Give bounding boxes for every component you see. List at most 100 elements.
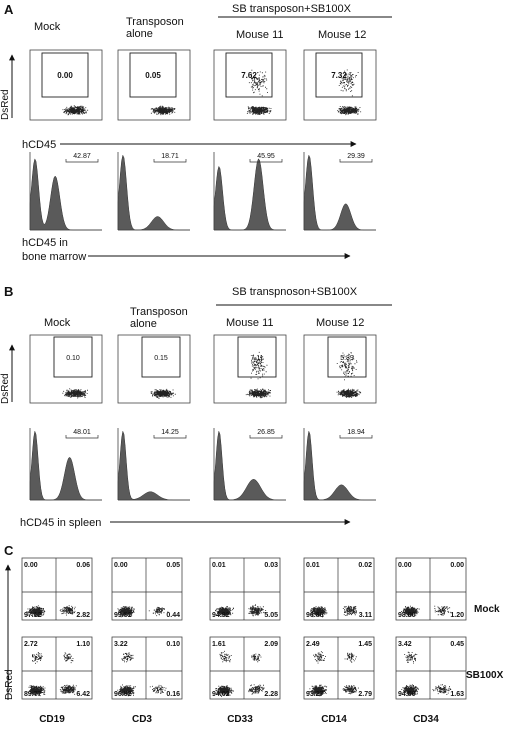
histogram-gate-bracket <box>249 159 283 163</box>
quadrant-plot-1-2: 0.00 0.05 99.51 0.44 <box>111 557 183 621</box>
event-dots <box>337 106 362 116</box>
dotplot-frame <box>213 334 287 404</box>
event-dots <box>117 684 136 697</box>
quadrant-plot-2-3: 1.61 2.09 94.02 2.28 <box>209 636 281 700</box>
histogram-4: 18.94 <box>303 428 376 501</box>
quadrant-ur-value: 0.03 <box>264 562 278 569</box>
histogram-fill <box>303 154 376 231</box>
event-dots <box>401 684 419 697</box>
event-dots <box>150 105 176 116</box>
quadrant-ur-value: 0.10 <box>166 641 180 648</box>
event-dots <box>251 653 262 663</box>
histogram-gate-value: 18.71 <box>161 153 179 160</box>
marker-label-cd14: CD14 <box>321 714 347 725</box>
quadrant-lr-value: 0.44 <box>166 612 180 619</box>
histogram-gate-value: 26.85 <box>257 429 275 436</box>
histogram-gate-bracket <box>153 159 187 163</box>
quadrant-frame <box>111 557 183 621</box>
event-dots <box>250 351 268 380</box>
quadrant-ul-value: 0.00 <box>24 562 38 569</box>
event-dots <box>313 651 326 664</box>
quadrant-frame <box>209 636 281 700</box>
gate-box <box>237 336 277 378</box>
quadrant-ul-value: 1.61 <box>212 641 226 648</box>
histogram-gate-bracket <box>65 159 99 163</box>
dotplot-2: 0.15 <box>117 334 191 404</box>
event-dots <box>26 605 46 617</box>
dotplot-frame <box>303 49 377 121</box>
event-dots <box>63 652 74 664</box>
quadrant-ll-value: 96.86 <box>306 612 324 619</box>
marker-label-cd33: CD33 <box>227 714 253 725</box>
dotplot-frame <box>29 334 103 404</box>
histogram-gate-value: 45.95 <box>257 153 275 160</box>
gate-box <box>327 336 367 378</box>
event-dots <box>121 652 134 663</box>
panel-a-dotplots: 0.00 0.05 7.62 7.32 <box>29 49 377 121</box>
quadrant-ul-value: 0.00 <box>398 562 412 569</box>
event-dots <box>432 684 452 695</box>
quadrant-ul-value: 2.49 <box>306 641 320 648</box>
dotplot-frame <box>303 334 377 404</box>
quadrant-ll-value: 94.92 <box>212 612 230 619</box>
dotplot-3: 7.62 <box>213 49 287 121</box>
histogram-gate-bracket <box>153 435 187 439</box>
panel-b-dotplots: 0.10 0.15 7.11 5.89 <box>29 334 377 404</box>
histogram-3: 45.95 <box>213 152 286 231</box>
event-dots <box>336 388 362 398</box>
histogram-fill <box>213 430 286 501</box>
quadrant-lr-value: 1.20 <box>450 612 464 619</box>
panel-a-col-mouse11: Mouse 11 <box>236 29 284 41</box>
quadrant-ur-value: 0.05 <box>166 562 180 569</box>
histogram-1: 48.01 <box>29 428 102 501</box>
event-dots <box>434 605 451 616</box>
quadrant-ur-value: 1.10 <box>76 641 90 648</box>
panel-b-col-transposon-1: Transposon <box>130 306 188 318</box>
event-dots <box>27 685 46 697</box>
gate-value: 0.15 <box>154 355 168 362</box>
quadrant-ul-value: 3.42 <box>398 641 412 648</box>
quadrant-ul-value: 0.00 <box>114 562 128 569</box>
quadrant-ur-value: 2.09 <box>264 641 278 648</box>
histogram-gate-value: 14.25 <box>161 429 179 436</box>
panel-a-group-label: SB transposon+SB100X <box>232 3 352 15</box>
gate-box <box>225 52 273 98</box>
quadrant-frame <box>303 636 375 700</box>
gate-value: 0.05 <box>145 71 161 80</box>
panel-b-histograms: 48.01 14.25 26.85 18.94 <box>29 428 376 501</box>
gate-box <box>129 52 177 98</box>
quadrant-frame <box>111 636 183 700</box>
quadrant-lr-value: 2.82 <box>76 612 90 619</box>
event-dots <box>215 685 234 697</box>
dotplot-frame <box>29 49 103 121</box>
panel-b-col-transposon-2: alone <box>130 318 157 330</box>
quadrant-frame <box>395 557 467 621</box>
panel-c-marker-labels: CD19 CD3 CD33 CD14 CD34 <box>39 714 439 725</box>
quadrant-ll-value: 98.80 <box>398 612 416 619</box>
quadrant-lr-value: 1.63 <box>450 691 464 698</box>
dotplot-4: 5.89 <box>303 334 377 404</box>
histogram-gate-value: 29.39 <box>347 153 365 160</box>
panel-a-col-transposon-1: Transposon <box>126 16 184 28</box>
histogram-2: 14.25 <box>117 428 190 501</box>
event-dots <box>117 606 135 618</box>
histogram-fill <box>117 430 190 501</box>
gate-box <box>315 52 363 98</box>
histogram-fill <box>29 158 102 231</box>
quadrant-ll-value: 93.27 <box>306 691 324 698</box>
event-dots <box>148 606 169 617</box>
histogram-gate-value: 18.94 <box>347 429 365 436</box>
panel-c-y-axis-label: DsRed <box>4 669 15 700</box>
quadrant-lr-value: 2.79 <box>358 691 372 698</box>
event-dots <box>248 604 267 617</box>
histogram-3: 26.85 <box>213 428 286 501</box>
panel-a-col-mouse12: Mouse 12 <box>318 29 366 41</box>
event-dots <box>342 605 357 616</box>
gate-box <box>53 336 93 378</box>
event-dots <box>215 606 234 617</box>
gate-value: 5.89 <box>340 355 354 362</box>
quadrant-plot-2-4: 2.49 1.45 93.27 2.79 <box>303 636 375 700</box>
panel-a: A SB transposon+SB100X Mock Transposon a… <box>0 2 392 263</box>
event-dots <box>219 650 232 663</box>
